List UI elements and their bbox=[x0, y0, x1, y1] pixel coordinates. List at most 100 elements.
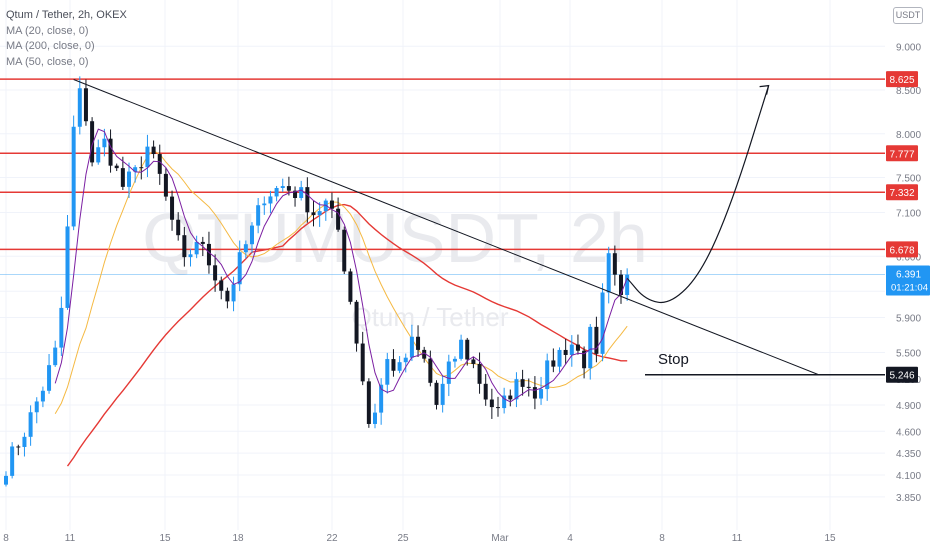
price-tick-label: 5.900 bbox=[896, 314, 921, 325]
price-tick-label: 4.900 bbox=[896, 401, 921, 412]
level-badge-label: 7.332 bbox=[889, 188, 914, 199]
projection-arrowhead bbox=[759, 84, 770, 95]
candle-body bbox=[354, 301, 359, 344]
candle-body bbox=[452, 358, 457, 362]
candle-body bbox=[133, 167, 138, 172]
candle-body bbox=[53, 347, 58, 366]
candle-body bbox=[317, 211, 322, 216]
time-tick-label: 25 bbox=[397, 533, 409, 544]
candle-body bbox=[520, 379, 525, 387]
candle-body bbox=[459, 339, 464, 359]
candle-body bbox=[625, 274, 630, 295]
candle-body bbox=[4, 475, 8, 485]
candle-body bbox=[139, 167, 144, 169]
candle-body bbox=[502, 395, 507, 409]
last-price-badge bbox=[886, 265, 930, 296]
candle-body bbox=[563, 349, 568, 355]
candle-body bbox=[293, 190, 298, 198]
candle-body bbox=[483, 383, 488, 400]
level-badge bbox=[886, 71, 918, 88]
candle-body bbox=[28, 412, 33, 437]
time-axis[interactable]: 8 11 15 18 22 25 Mar 4 8 11 15 bbox=[0, 530, 932, 550]
candle-body bbox=[47, 365, 52, 391]
candle-body bbox=[526, 386, 531, 388]
candle-body bbox=[489, 399, 494, 408]
candle-body bbox=[397, 362, 402, 371]
projection-curve bbox=[626, 85, 770, 304]
level-badge bbox=[886, 366, 918, 383]
time-tick-label: 4 bbox=[567, 533, 573, 544]
candle-body bbox=[108, 138, 113, 166]
candle-body bbox=[348, 271, 353, 302]
price-tick-label: 6.600 bbox=[896, 252, 921, 263]
candle-body bbox=[225, 290, 230, 302]
candle-body bbox=[200, 241, 205, 244]
candle-body bbox=[385, 359, 390, 385]
candle-body bbox=[557, 349, 562, 367]
candle-body bbox=[311, 212, 316, 216]
price-tick-label: 5.500 bbox=[896, 349, 921, 360]
price-badges: 8.625 7.777 7.332 6.678 5.246 6.391 01:21:04 bbox=[886, 71, 930, 383]
time-tick-label: Mar bbox=[491, 533, 509, 544]
candle-body bbox=[188, 254, 193, 258]
candle-body bbox=[114, 165, 119, 169]
time-tick-label: 15 bbox=[159, 533, 171, 544]
currency-badge[interactable]: USDT bbox=[893, 7, 923, 24]
candlesticks bbox=[4, 76, 630, 487]
candle-body bbox=[250, 225, 254, 245]
price-tick-label: 8.000 bbox=[896, 130, 921, 141]
candle-body bbox=[391, 359, 396, 371]
candle-body bbox=[10, 446, 15, 476]
candle-body bbox=[440, 383, 445, 405]
price-tick-label: 3.850 bbox=[896, 493, 921, 504]
legend-ma200[interactable]: MA (200, close, 0) bbox=[6, 40, 95, 52]
candle-body bbox=[96, 147, 101, 163]
candle-body bbox=[403, 357, 408, 363]
candle-body bbox=[612, 253, 617, 275]
candle-body bbox=[145, 146, 150, 168]
candle-body bbox=[231, 284, 236, 302]
candle-body bbox=[90, 121, 95, 163]
time-tick-label: 11 bbox=[732, 533, 743, 544]
candle-body bbox=[569, 344, 574, 355]
projection-arrow[interactable] bbox=[626, 84, 770, 304]
ma200-path bbox=[66, 203, 628, 467]
candle-body bbox=[22, 436, 27, 447]
legend-symbol[interactable]: Qtum / Tether, 2h, OKEX bbox=[6, 9, 127, 21]
candle-body bbox=[286, 186, 291, 191]
time-tick-label: 18 bbox=[232, 533, 244, 544]
trendline[interactable] bbox=[73, 79, 818, 375]
price-tick-label: 4.100 bbox=[896, 471, 921, 482]
candle-body bbox=[176, 219, 181, 236]
candle-body bbox=[262, 203, 267, 206]
candle-body bbox=[213, 265, 218, 281]
candle-body bbox=[373, 412, 377, 424]
candle-body bbox=[496, 407, 500, 409]
candle-body bbox=[77, 88, 82, 127]
candle-body bbox=[219, 280, 224, 291]
candle-body bbox=[434, 382, 439, 405]
candle-body bbox=[34, 401, 39, 413]
candle-body bbox=[274, 187, 279, 197]
candle-body bbox=[299, 187, 304, 198]
candle-body bbox=[551, 360, 556, 367]
candle-body bbox=[342, 229, 347, 272]
candle-body bbox=[120, 168, 125, 187]
candle-body bbox=[409, 336, 414, 358]
candle-body bbox=[594, 326, 599, 354]
candle-body bbox=[323, 200, 328, 212]
time-tick-label: 8 bbox=[659, 533, 665, 544]
candle-body bbox=[163, 173, 168, 197]
watermark-name: Qtum / Tether bbox=[351, 302, 508, 332]
price-tick-label: 7.500 bbox=[896, 174, 921, 185]
price-tick-label: 7.100 bbox=[896, 209, 921, 220]
legend-ma20[interactable]: MA (20, close, 0) bbox=[6, 24, 89, 37]
candle-body bbox=[539, 389, 544, 399]
candle-body bbox=[206, 243, 211, 266]
watermark-symbol: QTUMUSDT, 2h bbox=[142, 199, 648, 277]
candle-body bbox=[575, 344, 580, 351]
candle-body bbox=[619, 274, 623, 295]
time-tick-label: 22 bbox=[326, 533, 338, 544]
legend-ma50[interactable]: MA (50, close, 0) bbox=[6, 55, 89, 68]
